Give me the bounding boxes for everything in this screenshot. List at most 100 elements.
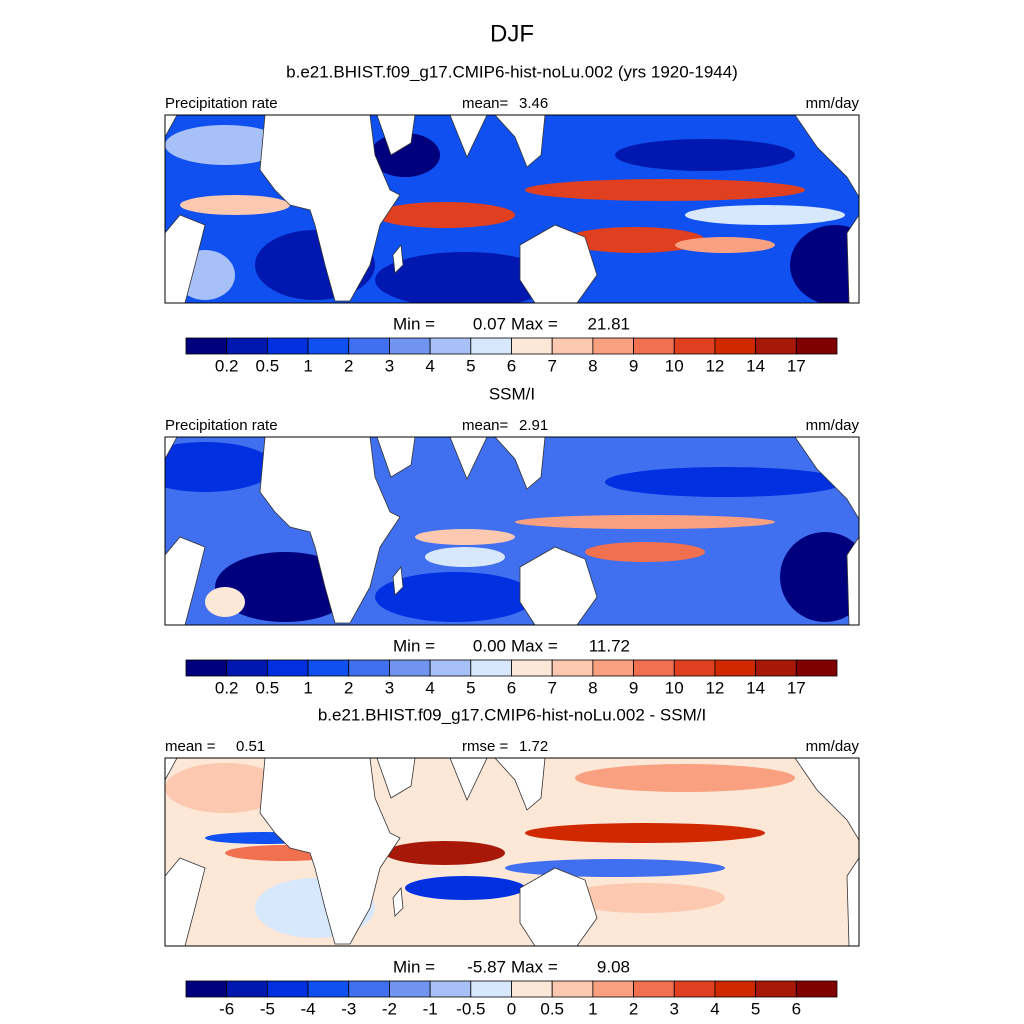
colorbar-box <box>266 659 309 677</box>
field-region <box>375 252 555 303</box>
colorbar-label: -3 <box>341 999 356 1018</box>
colorbar-box <box>348 980 390 998</box>
colorbar-label: 3 <box>670 999 679 1018</box>
field-region <box>415 529 515 545</box>
land <box>376 758 416 799</box>
colorbar-box <box>714 337 757 355</box>
land <box>259 115 401 302</box>
min-value: -5.87 <box>467 957 506 976</box>
max-label: Max = <box>511 314 558 333</box>
max-value: 21.81 <box>587 314 630 333</box>
colorbar-label: 6 <box>507 678 516 697</box>
colorbar-box <box>511 980 553 998</box>
field-region <box>205 587 245 617</box>
land <box>392 886 404 917</box>
colorbar-box <box>389 337 431 355</box>
colorbar-box <box>429 659 472 677</box>
land <box>449 115 488 158</box>
colorbar-box <box>266 980 309 998</box>
colorbar-box <box>470 980 512 998</box>
colorbar-box <box>755 980 797 998</box>
land <box>519 224 598 303</box>
right-label: mm/day <box>806 738 860 755</box>
colorbar-label: -2 <box>382 999 397 1018</box>
field-region <box>425 547 505 567</box>
land <box>392 243 404 274</box>
field-region <box>215 552 355 622</box>
colorbar-box <box>307 337 350 355</box>
colorbar-box <box>551 659 594 677</box>
colorbar-label: 14 <box>746 356 765 375</box>
field-region <box>575 764 795 792</box>
colorbar-label: 6 <box>507 356 516 375</box>
land <box>376 115 416 156</box>
left-label: Precipitation rate <box>165 95 278 112</box>
field-region <box>565 883 725 913</box>
map <box>164 757 860 947</box>
left-value: 0.51 <box>236 738 265 755</box>
colorbar-box <box>673 659 716 677</box>
field-region <box>525 179 805 201</box>
center-value: 1.72 <box>519 738 548 755</box>
map-field <box>165 437 859 625</box>
field-region <box>505 859 725 877</box>
colorbar-box <box>185 337 228 355</box>
center-label: rmse = <box>462 738 509 755</box>
land <box>449 437 488 480</box>
land <box>259 758 401 945</box>
field-region <box>375 572 535 622</box>
map-frame <box>164 757 860 947</box>
land <box>794 115 859 198</box>
colorbar-box <box>429 980 472 998</box>
colorbar-label: 10 <box>665 678 684 697</box>
colorbar-label: 14 <box>746 678 765 697</box>
center-label: mean= <box>462 95 509 112</box>
colorbar-label: 3 <box>385 678 394 697</box>
land <box>494 758 546 811</box>
max-value: 11.72 <box>589 636 630 655</box>
colorbar-box <box>795 337 838 355</box>
min-label: Min = <box>393 957 435 976</box>
colorbar-box <box>470 337 512 355</box>
colorbar-label: 0.5 <box>256 678 280 697</box>
colorbar-label: -5 <box>260 999 275 1018</box>
colorbar-label: 10 <box>665 356 684 375</box>
colorbar-box <box>795 659 838 677</box>
colorbar-box <box>714 980 757 998</box>
colorbar-box <box>307 980 350 998</box>
colorbar-box <box>348 659 390 677</box>
map-field <box>165 115 859 303</box>
land <box>165 437 178 460</box>
colorbar-label: -0.5 <box>456 999 485 1018</box>
colorbar-label: 12 <box>705 356 724 375</box>
colorbar-label: 2 <box>629 999 638 1018</box>
field-region <box>615 139 795 171</box>
land <box>494 115 546 168</box>
colorbar-box <box>470 659 512 677</box>
colorbar-label: 8 <box>588 678 597 697</box>
colorbar-label: 1 <box>588 999 597 1018</box>
colorbar-label: 1 <box>303 356 312 375</box>
colorbar-label: 12 <box>705 678 724 697</box>
colorbar-box <box>226 337 268 355</box>
colorbar-box <box>633 337 675 355</box>
colorbar-box <box>592 659 634 677</box>
field-region <box>165 763 285 813</box>
min-label: Min = <box>393 314 435 333</box>
colorbar-label: 2 <box>344 678 353 697</box>
colorbar-box <box>348 337 390 355</box>
colorbar-box <box>429 337 472 355</box>
field-region <box>375 202 515 228</box>
land <box>165 115 178 138</box>
min-label: Min = <box>393 636 435 655</box>
colorbar-box <box>755 659 797 677</box>
colorbar-label: 3 <box>385 356 394 375</box>
colorbar-box <box>714 659 757 677</box>
land <box>519 867 598 946</box>
land <box>449 758 488 801</box>
colorbar-box <box>185 980 228 998</box>
field-region <box>165 442 275 492</box>
colorbar-label: 0.5 <box>540 999 564 1018</box>
